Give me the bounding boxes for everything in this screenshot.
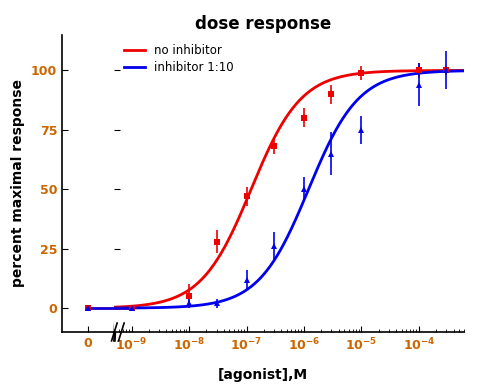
Y-axis label: percent maximal response: percent maximal response	[11, 80, 25, 287]
Text: dose response: dose response	[195, 15, 331, 34]
Legend: no inhibitor, inhibitor 1:10: no inhibitor, inhibitor 1:10	[120, 41, 238, 77]
Text: [agonist],M: [agonist],M	[218, 368, 308, 382]
